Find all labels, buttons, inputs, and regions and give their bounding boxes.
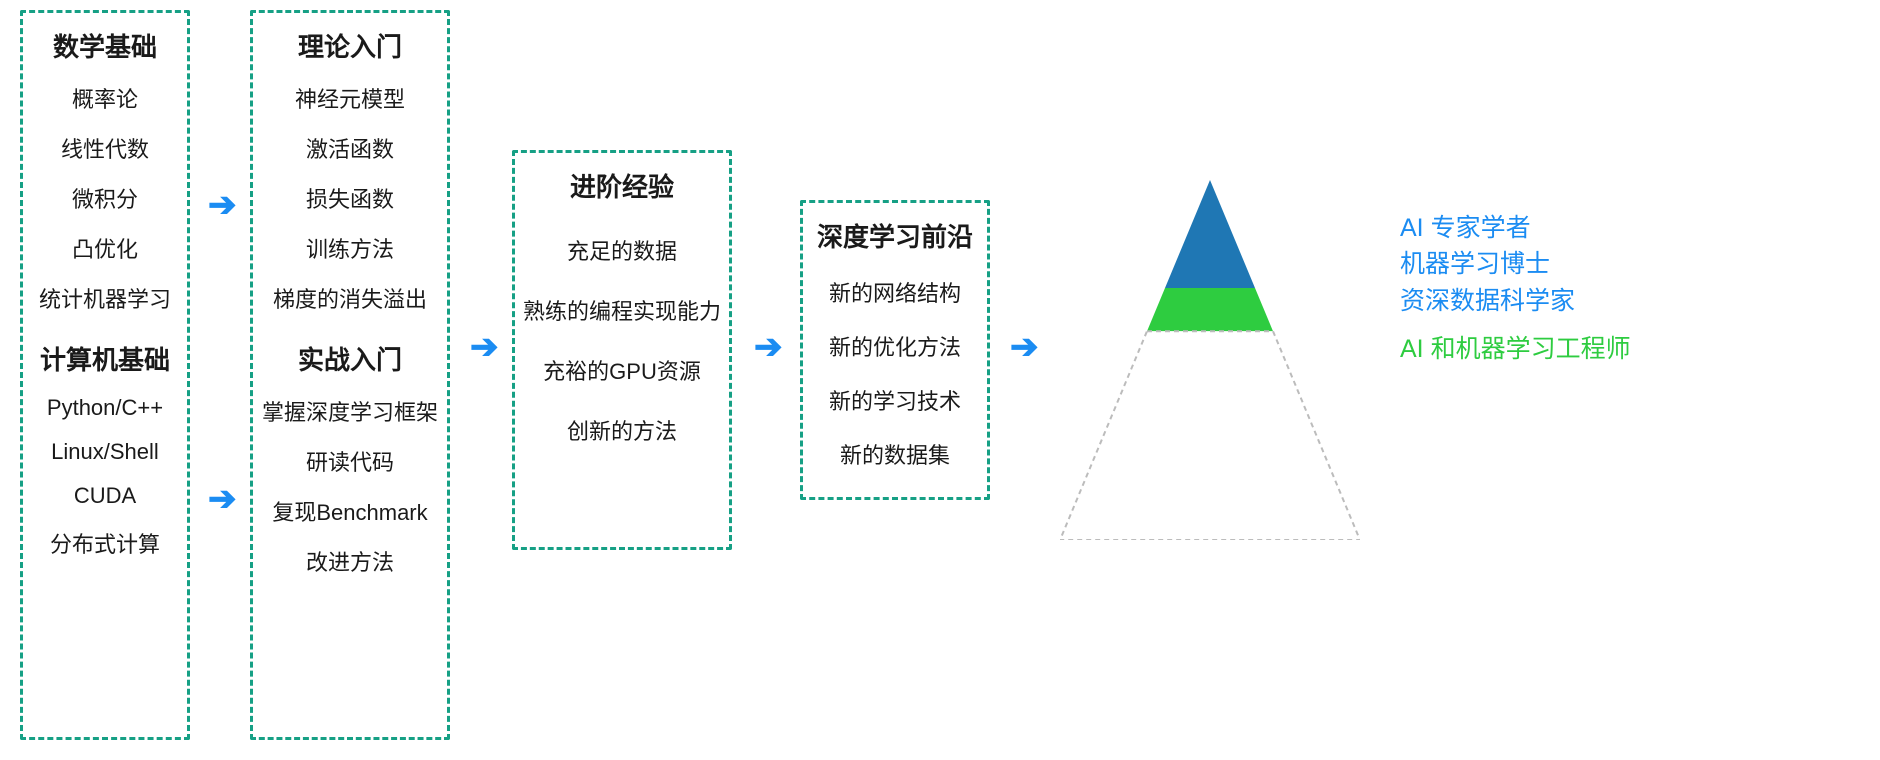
advanced-title: 进阶经验	[521, 167, 723, 204]
career-labels: AI 专家学者 机器学习博士 资深数据科学家 AI 和机器学习工程师	[1400, 210, 1631, 367]
list-item: 概率论	[29, 82, 181, 114]
list-item: 充裕的GPU资源	[521, 354, 723, 386]
list-item: 分布式计算	[29, 527, 181, 559]
list-item: 损失函数	[259, 182, 441, 214]
list-item: 复现Benchmark	[259, 495, 441, 527]
arrow-right-icon: ➔	[754, 330, 783, 364]
cs-foundations-title: 计算机基础	[29, 340, 181, 377]
list-item: 新的数据集	[809, 438, 981, 470]
list-item: 激活函数	[259, 132, 441, 164]
label-phd: 机器学习博士	[1400, 246, 1631, 282]
list-item: 熟练的编程实现能力	[521, 294, 723, 326]
list-item: 梯度的消失溢出	[259, 282, 441, 314]
list-item: 创新的方法	[521, 414, 723, 446]
arrow-right-icon: ➔	[208, 482, 237, 516]
label-senior-ds: 资深数据科学家	[1400, 283, 1631, 319]
list-item: 新的优化方法	[809, 330, 981, 362]
frontier-title: 深度学习前沿	[809, 217, 981, 254]
list-item: CUDA	[29, 483, 181, 509]
list-item: Linux/Shell	[29, 439, 181, 465]
stage-foundations-box: 数学基础 概率论 线性代数 微积分 凸优化 统计机器学习 计算机基础 Pytho…	[20, 10, 190, 740]
list-item: 线性代数	[29, 132, 181, 164]
list-item: 研读代码	[259, 445, 441, 477]
practice-intro-title: 实战入门	[259, 340, 441, 377]
list-item: 充足的数据	[521, 234, 723, 266]
stage-advanced-box: 进阶经验 充足的数据 熟练的编程实现能力 充裕的GPU资源 创新的方法	[512, 150, 732, 550]
list-item: 掌握深度学习框架	[259, 395, 441, 427]
list-item: 统计机器学习	[29, 282, 181, 314]
list-item: 微积分	[29, 182, 181, 214]
math-foundations-title: 数学基础	[29, 27, 181, 64]
list-item: 新的网络结构	[809, 276, 981, 308]
arrow-right-icon: ➔	[470, 330, 499, 364]
list-item: 凸优化	[29, 232, 181, 264]
stage-intro-box: 理论入门 神经元模型 激活函数 损失函数 训练方法 梯度的消失溢出 实战入门 掌…	[250, 10, 450, 740]
stage-frontier-box: 深度学习前沿 新的网络结构 新的优化方法 新的学习技术 新的数据集	[800, 200, 990, 500]
career-pyramid-icon	[1060, 180, 1360, 540]
list-item: 训练方法	[259, 232, 441, 264]
label-expert: AI 专家学者	[1400, 210, 1631, 246]
arrow-right-icon: ➔	[208, 188, 237, 222]
list-item: 神经元模型	[259, 82, 441, 114]
list-item: 新的学习技术	[809, 384, 981, 416]
list-item: Python/C++	[29, 395, 181, 421]
list-item: 改进方法	[259, 545, 441, 577]
arrow-right-icon: ➔	[1010, 330, 1039, 364]
label-ml-engineer: AI 和机器学习工程师	[1400, 331, 1631, 367]
theory-intro-title: 理论入门	[259, 27, 441, 64]
